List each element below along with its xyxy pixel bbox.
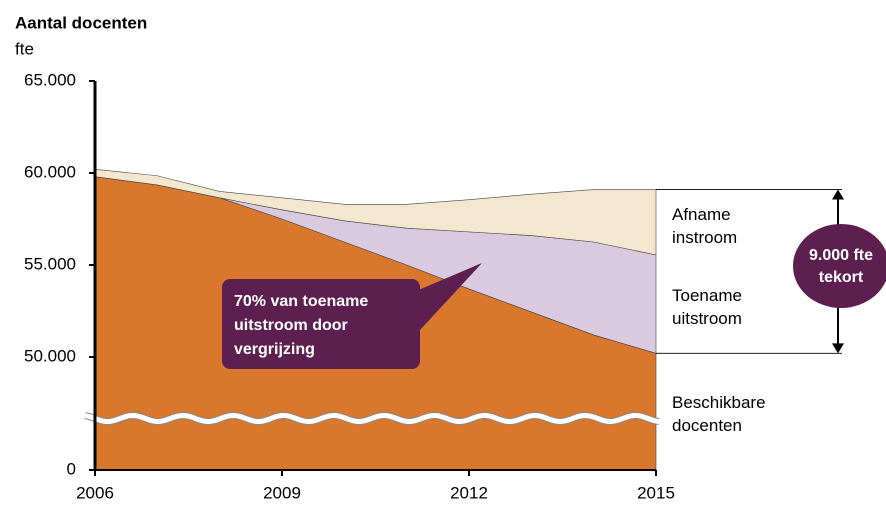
arrow-head [832, 343, 844, 354]
x-tick-label: 2015 [637, 483, 675, 502]
series-label: Beschikbare docenten [672, 393, 766, 435]
x-tick-label: 2006 [76, 483, 114, 502]
y-tick-label: 65.000 [24, 70, 76, 89]
chart-title: Aantal docenten [15, 13, 147, 32]
y-tick-label: 0 [67, 459, 76, 478]
series-label: Toename uitstroom [672, 286, 742, 328]
shortage-text: 9.000 fte [809, 247, 873, 264]
callout-text: uitstroom door [234, 317, 348, 334]
y-axis-label: fte [15, 39, 34, 58]
y-tick-label: 50.000 [24, 346, 76, 365]
series-label: Afname instroom [672, 205, 738, 247]
area [94, 168, 657, 256]
y-tick-label: 60.000 [24, 162, 76, 181]
y-tick-label: 55.000 [24, 254, 76, 273]
callout-box [222, 279, 420, 369]
arrow-head [832, 189, 844, 200]
callout-text: vergrijzing [234, 341, 315, 358]
shortage-text: tekort [819, 269, 864, 286]
x-tick-label: 2009 [263, 483, 301, 502]
callout-text: 70% van toename [234, 293, 368, 310]
x-tick-label: 2012 [450, 483, 488, 502]
shortage-badge [793, 224, 886, 308]
axis-break [84, 412, 660, 425]
